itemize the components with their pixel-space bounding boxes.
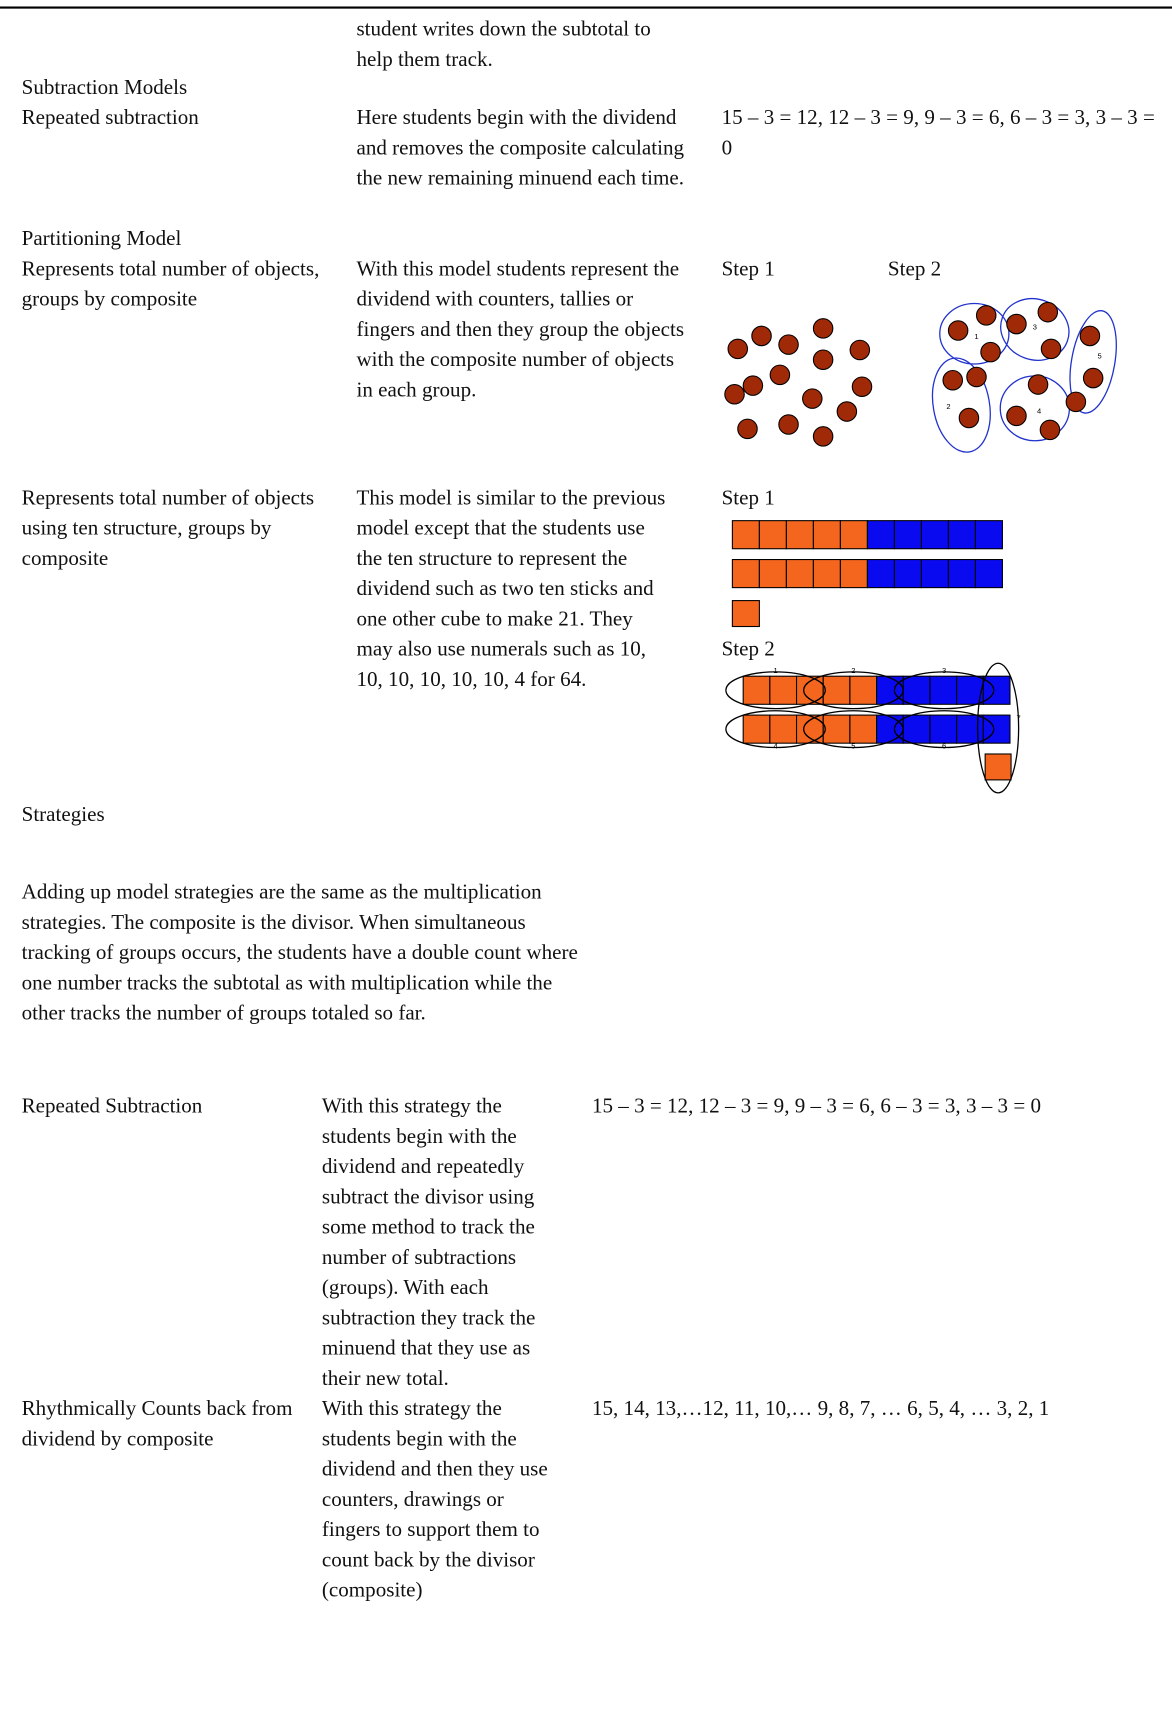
cube <box>849 714 878 744</box>
cube <box>758 559 787 589</box>
section-heading: Partitioning Model <box>21 227 182 251</box>
cube <box>866 559 895 589</box>
row-description: With this strategy the students begin wi… <box>321 1095 536 1391</box>
row-name: Repeated Subtraction <box>21 1095 203 1119</box>
cube <box>731 520 760 550</box>
cube <box>876 714 904 744</box>
section-heading: Subtraction Models <box>21 76 188 100</box>
counters-step-1 <box>724 318 873 447</box>
row-description: This model is similar to the previous mo… <box>356 487 666 692</box>
ten-groups: 1 2 3 4 5 6 7 <box>725 662 1021 794</box>
cube <box>769 675 798 705</box>
top-rule <box>0 6 1172 9</box>
cube <box>785 520 814 550</box>
cube <box>947 559 976 589</box>
continuation-text: student writes down the subtotal to help… <box>356 18 651 72</box>
group-label: 1 <box>773 666 777 675</box>
cube <box>866 520 895 550</box>
cube <box>920 559 949 589</box>
cube <box>758 520 787 550</box>
step-label: Step 1 <box>721 258 775 281</box>
cube <box>731 600 760 628</box>
cube <box>849 675 878 705</box>
cube <box>956 714 984 744</box>
strategies-intro: Adding up model strategies are the same … <box>21 881 578 1026</box>
cube <box>742 675 771 705</box>
section-heading: Strategies <box>21 803 105 827</box>
row-description: Here students begin with the dividend an… <box>356 106 685 191</box>
cube <box>795 714 824 744</box>
cube <box>839 520 868 550</box>
row-name: Represents total number of objects using… <box>21 487 315 571</box>
group-label: 5 <box>1098 351 1102 360</box>
counters-step-2: 1 2 3 4 5 <box>931 298 1117 453</box>
cube <box>812 520 841 550</box>
row-name: Represents total number of objects, grou… <box>21 258 320 312</box>
cube <box>785 559 814 589</box>
cube <box>902 714 931 744</box>
group-label: 1 <box>974 332 978 341</box>
cube <box>974 559 1003 589</box>
cube <box>812 559 841 589</box>
cube <box>731 559 760 589</box>
cube <box>742 714 771 744</box>
row-example: 15 – 3 = 12, 12 – 3 = 9, 9 – 3 = 6, 6 – … <box>721 106 1155 160</box>
cube <box>822 714 851 744</box>
row-example: 15 – 3 = 12, 12 – 3 = 9, 9 – 3 = 6, 6 – … <box>591 1095 1042 1119</box>
cube <box>902 675 931 705</box>
row-example: 15, 14, 13,…12, 11, 10,… 9, 8, 7, … 6, 5… <box>591 1397 1050 1421</box>
cube <box>876 675 904 705</box>
group-label: 4 <box>1037 407 1041 416</box>
ten-sticks <box>731 520 1012 781</box>
row-description: With this model students represent the d… <box>356 258 685 402</box>
group-label: 7 <box>1017 713 1021 722</box>
group-label: 3 <box>942 666 946 675</box>
diagrams: 1 2 3 4 5 1 2 3 4 5 6 7 <box>724 298 1117 794</box>
row-name: Repeated subtraction <box>21 106 199 130</box>
cube <box>839 559 868 589</box>
cube <box>795 675 824 705</box>
cube <box>947 520 976 550</box>
cube <box>984 753 1012 781</box>
group-label: 2 <box>946 402 950 411</box>
cube <box>769 714 798 744</box>
group-label: 2 <box>851 666 855 675</box>
cube <box>929 675 958 705</box>
step-label: Step 2 <box>887 258 942 281</box>
cube <box>956 675 984 705</box>
step-label: Step 1 <box>721 487 775 510</box>
cube <box>974 520 1003 550</box>
cube <box>929 714 958 744</box>
group-label: 4 <box>773 741 777 750</box>
row-name: Rhythmically Counts back from dividend b… <box>21 1397 293 1451</box>
step-label: Step 2 <box>721 638 775 662</box>
row-description: With this strategy the students begin wi… <box>321 1397 548 1602</box>
group-label: 3 <box>1033 322 1037 331</box>
cube <box>920 520 949 550</box>
cube <box>893 559 922 589</box>
cube <box>893 520 922 550</box>
group-label: 5 <box>851 741 855 750</box>
cube <box>822 675 851 705</box>
group-label: 6 <box>942 741 946 750</box>
